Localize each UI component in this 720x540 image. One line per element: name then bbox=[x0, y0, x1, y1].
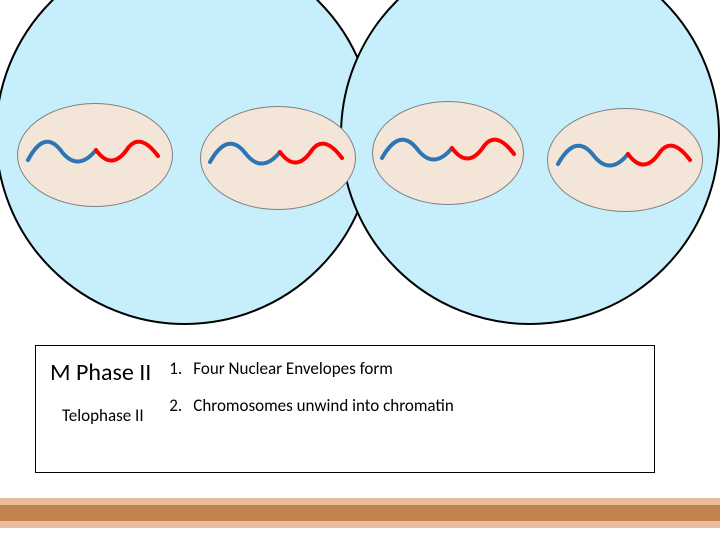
diagram-canvas: M Phase II Telophase II 1.Four Nuclear E… bbox=[0, 0, 720, 540]
bullet-row: 2.Chromosomes unwind into chromatin bbox=[169, 395, 644, 416]
nucleus-3 bbox=[372, 101, 524, 205]
bullet-number: 2. bbox=[169, 395, 193, 416]
info-left-col: M Phase II Telophase II bbox=[36, 346, 169, 472]
footer-inner-bar bbox=[0, 505, 720, 521]
nucleus-2 bbox=[200, 106, 356, 210]
bullet-row: 1.Four Nuclear Envelopes form bbox=[169, 358, 644, 379]
bullet-text: Chromosomes unwind into chromatin bbox=[193, 395, 454, 416]
info-box: M Phase II Telophase II 1.Four Nuclear E… bbox=[35, 345, 655, 473]
info-right-col: 1.Four Nuclear Envelopes form2.Chromosom… bbox=[169, 346, 654, 472]
nucleus-1 bbox=[17, 103, 173, 207]
bullet-number: 1. bbox=[169, 358, 193, 379]
nucleus-4 bbox=[547, 108, 703, 212]
phase-subtitle: Telophase II bbox=[62, 405, 151, 426]
bullet-text: Four Nuclear Envelopes form bbox=[193, 358, 393, 379]
phase-title: M Phase II bbox=[50, 358, 151, 387]
